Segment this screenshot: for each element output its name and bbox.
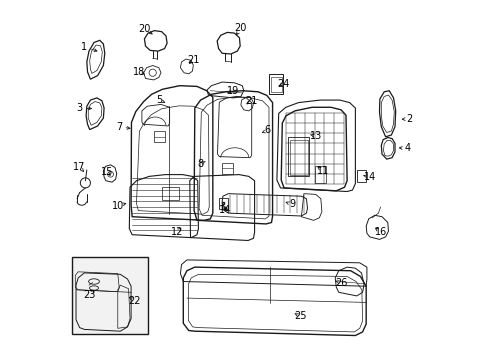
Text: 19: 19 (226, 86, 239, 96)
Bar (153, 131, 164, 142)
Text: 21: 21 (187, 55, 199, 66)
Text: 9: 9 (288, 199, 294, 210)
Bar (268, 74, 283, 94)
Text: 4: 4 (403, 143, 409, 153)
Bar (289, 140, 307, 175)
Text: 23: 23 (82, 290, 95, 300)
Text: 14: 14 (363, 172, 375, 182)
Bar (270, 77, 281, 92)
Text: 21: 21 (244, 96, 257, 106)
Text: 26: 26 (334, 278, 346, 288)
Text: 13: 13 (309, 131, 321, 141)
Text: 11: 11 (316, 166, 328, 176)
Bar (287, 137, 309, 176)
Text: 1: 1 (81, 42, 87, 52)
Bar (222, 163, 232, 174)
Text: 8: 8 (197, 159, 203, 169)
Text: 6: 6 (264, 125, 270, 135)
Bar (162, 187, 179, 200)
Text: 3: 3 (76, 103, 82, 113)
Text: 20: 20 (138, 24, 150, 34)
Text: 18: 18 (133, 67, 145, 77)
Text: 15: 15 (101, 167, 113, 177)
Bar (72, 257, 148, 334)
Text: 25: 25 (293, 311, 306, 321)
Text: 17: 17 (73, 162, 85, 172)
Text: 7: 7 (116, 122, 122, 132)
Text: 12: 12 (170, 227, 183, 237)
Text: 10: 10 (111, 201, 123, 211)
Bar (314, 166, 325, 183)
Text: 16: 16 (374, 227, 386, 237)
Text: 5: 5 (155, 95, 162, 105)
Text: 22: 22 (128, 296, 141, 306)
Text: 24: 24 (277, 78, 289, 89)
Bar (356, 170, 365, 182)
Text: 20: 20 (234, 23, 246, 33)
Text: 14: 14 (218, 204, 230, 215)
Bar (218, 198, 227, 209)
Text: 2: 2 (406, 114, 412, 124)
